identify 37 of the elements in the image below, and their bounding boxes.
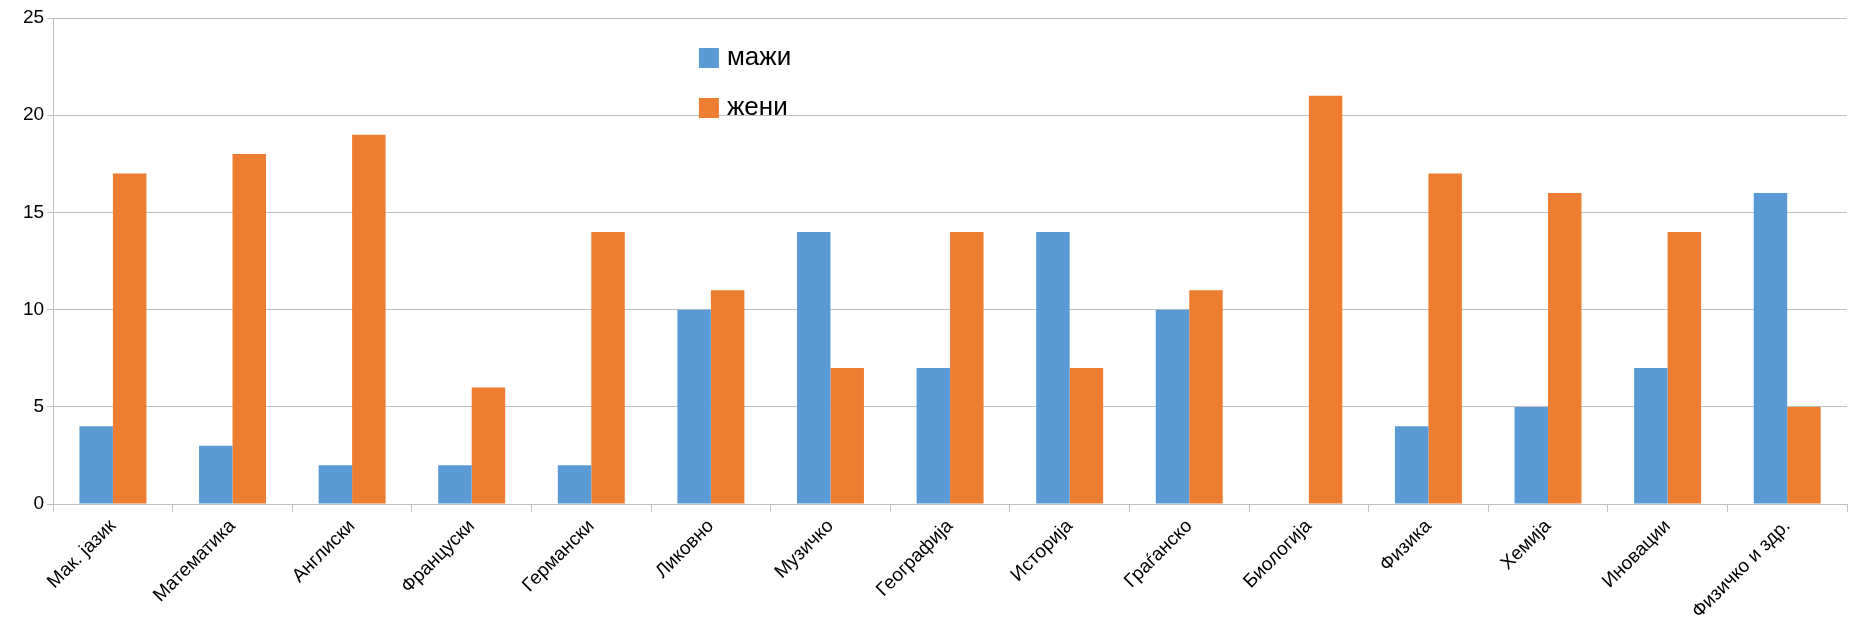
bar: [591, 231, 625, 504]
bar: [1787, 406, 1821, 504]
legend-label: жени: [726, 91, 788, 122]
bar: [1428, 173, 1462, 504]
bar: [1155, 309, 1190, 504]
bar: [1514, 406, 1549, 504]
y-tick-label: 15: [22, 200, 45, 222]
bar: [438, 465, 472, 504]
bar: [1634, 368, 1668, 504]
bar: [1308, 95, 1343, 504]
legend-label: мажи: [726, 41, 792, 72]
y-tick-label: 5: [33, 395, 45, 417]
bar: [1394, 426, 1429, 504]
bar: [471, 387, 506, 504]
bar: [352, 134, 386, 504]
bar: [677, 309, 711, 504]
bar: [950, 231, 984, 504]
bar: [232, 154, 267, 504]
bar: [796, 231, 831, 504]
bar: [1667, 231, 1702, 504]
bar: [318, 465, 353, 504]
bar: [1036, 231, 1070, 504]
y-tick-label: 25: [22, 6, 45, 28]
bar: [557, 465, 592, 504]
bar: [830, 368, 864, 504]
bar: [1753, 193, 1788, 504]
y-tick-label: 10: [22, 297, 45, 319]
bar: [916, 368, 951, 504]
bar: [79, 426, 113, 504]
y-tick-label: 20: [22, 103, 45, 125]
bar: [710, 290, 745, 504]
bar: [1189, 290, 1223, 504]
bar: [199, 445, 233, 504]
bar: [112, 173, 147, 504]
bar: [1548, 193, 1582, 504]
bar: [1069, 368, 1104, 504]
y-tick-label: 0: [33, 492, 45, 514]
